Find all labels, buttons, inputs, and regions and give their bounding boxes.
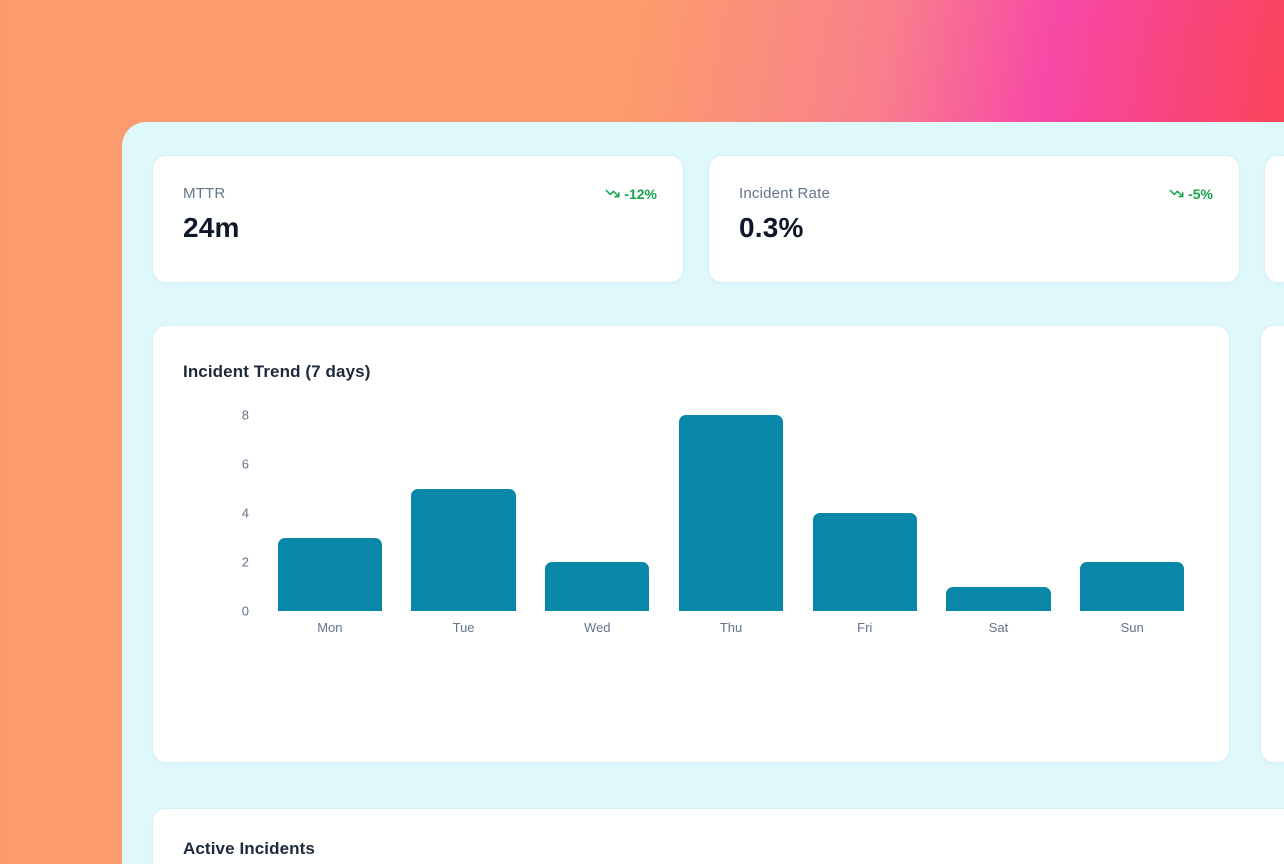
stat-card-incident-rate: Incident Rate -5% 0.3% bbox=[708, 155, 1240, 283]
bars-area bbox=[263, 415, 1199, 611]
bar-sun bbox=[1080, 562, 1185, 611]
x-axis-label: Wed bbox=[584, 620, 611, 635]
charts-row: Incident Trend (7 days) 0 2 4 6 8 Mon Tue Wed T… bbox=[152, 325, 1284, 763]
dashboard-panel: MTTR -12% 24m Incident Rate bbox=[122, 122, 1284, 864]
stat-trend-badge: -5% bbox=[1169, 186, 1213, 202]
bar-slot bbox=[932, 415, 1066, 611]
x-axis-label: Sun bbox=[1120, 620, 1144, 635]
bar-tue bbox=[411, 488, 516, 611]
stat-value: 24m bbox=[183, 212, 240, 243]
bar-fri bbox=[812, 513, 917, 611]
bar-slot bbox=[397, 415, 531, 611]
trending-down-icon bbox=[605, 186, 620, 201]
stat-value: 0.3% bbox=[739, 212, 804, 243]
bar-mon bbox=[277, 537, 382, 611]
x-axis-label: Sat bbox=[988, 620, 1009, 635]
bar-wed bbox=[545, 562, 650, 611]
stat-label: MTTR bbox=[183, 185, 226, 202]
stat-card-header: Incident Rate -5% bbox=[739, 185, 1213, 202]
stats-row: MTTR -12% 24m Incident Rate bbox=[152, 155, 1284, 283]
chart-card-partial-clipped bbox=[1260, 325, 1284, 763]
chart-title: Incident Trend (7 days) bbox=[183, 362, 371, 381]
trending-down-icon bbox=[1169, 186, 1184, 201]
incident-trend-chart-card: Incident Trend (7 days) 0 2 4 6 8 Mon Tue Wed T… bbox=[152, 325, 1230, 763]
x-axis-label: Fri bbox=[857, 620, 873, 635]
x-axis-label: Thu bbox=[719, 620, 743, 635]
plot-area: Mon Tue Wed Thu Fri Sat Sun bbox=[263, 415, 1199, 635]
stat-trend-badge: -12% bbox=[605, 186, 657, 202]
stat-label: Incident Rate bbox=[739, 185, 830, 202]
bar-slot bbox=[664, 415, 798, 611]
y-tick-label: 0 bbox=[241, 603, 249, 619]
active-incidents-title: Active Incidents bbox=[183, 839, 315, 858]
stat-trend-value: -5% bbox=[1188, 185, 1213, 202]
y-tick-label: 2 bbox=[241, 554, 249, 570]
x-axis-label: Mon bbox=[317, 620, 343, 635]
stat-card-partial-clipped bbox=[1264, 155, 1284, 283]
y-tick-label: 8 bbox=[241, 407, 249, 423]
stat-card-mttr: MTTR -12% 24m bbox=[152, 155, 684, 283]
bar-slot bbox=[798, 415, 932, 611]
bar-slot bbox=[263, 415, 397, 611]
active-incidents-card: Active Incidents bbox=[152, 808, 1284, 864]
y-axis: 0 2 4 6 8 bbox=[183, 408, 263, 619]
bar-slot bbox=[530, 415, 664, 611]
bar-slot bbox=[1065, 415, 1199, 611]
stat-trend-value: -12% bbox=[624, 185, 657, 202]
y-tick-label: 6 bbox=[241, 456, 249, 472]
x-labels: Mon Tue Wed Thu Fri Sat Sun bbox=[263, 620, 1199, 635]
bar-sat bbox=[946, 586, 1051, 611]
y-tick-label: 4 bbox=[241, 505, 249, 521]
x-axis-label: Tue bbox=[452, 620, 475, 635]
bar-thu bbox=[678, 415, 784, 611]
bar-chart: 0 2 4 6 8 Mon Tue Wed Thu Fri Sat Sun bbox=[183, 408, 1199, 635]
stat-card-header: MTTR -12% bbox=[183, 185, 657, 202]
